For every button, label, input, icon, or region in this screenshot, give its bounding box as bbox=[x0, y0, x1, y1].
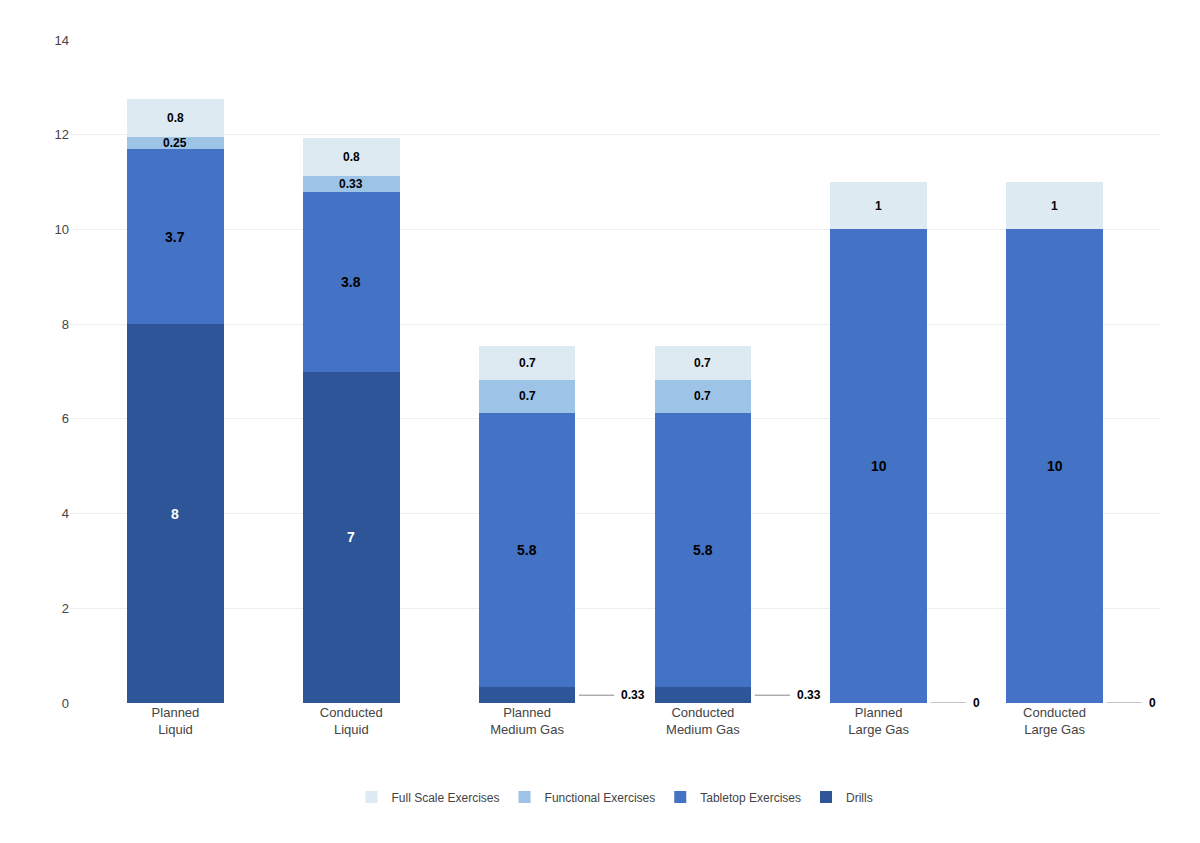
svg-text:ConductedMedium Gas: ConductedMedium Gas bbox=[666, 705, 740, 737]
svg-text:3.8: 3.8 bbox=[341, 274, 361, 290]
svg-text:0: 0 bbox=[62, 696, 69, 711]
svg-text:0.7: 0.7 bbox=[519, 389, 536, 403]
svg-text:0.8: 0.8 bbox=[167, 111, 184, 125]
svg-text:Functional Exercises: Functional Exercises bbox=[545, 791, 656, 805]
svg-text:Drills: Drills bbox=[846, 791, 873, 805]
svg-text:10: 10 bbox=[1047, 458, 1063, 474]
svg-text:5.8: 5.8 bbox=[517, 542, 537, 558]
svg-text:7: 7 bbox=[347, 529, 355, 545]
svg-text:0: 0 bbox=[973, 696, 980, 710]
svg-text:PlannedLarge Gas: PlannedLarge Gas bbox=[848, 705, 909, 737]
svg-text:6: 6 bbox=[62, 411, 69, 426]
svg-text:PlannedLiquid: PlannedLiquid bbox=[152, 705, 200, 737]
svg-text:0.33: 0.33 bbox=[797, 688, 821, 702]
svg-text:4: 4 bbox=[62, 506, 69, 521]
svg-text:8: 8 bbox=[62, 317, 69, 332]
svg-text:10: 10 bbox=[55, 222, 69, 237]
svg-text:14: 14 bbox=[55, 33, 69, 48]
svg-text:12: 12 bbox=[55, 127, 69, 142]
svg-text:0.7: 0.7 bbox=[694, 356, 711, 370]
svg-text:2: 2 bbox=[62, 601, 69, 616]
svg-text:Tabletop Exercises: Tabletop Exercises bbox=[700, 791, 801, 805]
svg-text:3.7: 3.7 bbox=[165, 229, 185, 245]
svg-text:0.7: 0.7 bbox=[519, 356, 536, 370]
svg-text:1: 1 bbox=[875, 199, 882, 213]
svg-text:Full Scale Exercises: Full Scale Exercises bbox=[392, 791, 500, 805]
svg-text:1: 1 bbox=[1051, 199, 1058, 213]
svg-text:0.7: 0.7 bbox=[694, 389, 711, 403]
svg-text:10: 10 bbox=[871, 458, 887, 474]
svg-text:ConductedLiquid: ConductedLiquid bbox=[320, 705, 383, 737]
svg-text:0.8: 0.8 bbox=[343, 150, 360, 164]
svg-text:0.33: 0.33 bbox=[339, 177, 363, 191]
svg-text:PlannedMedium Gas: PlannedMedium Gas bbox=[490, 705, 564, 737]
svg-text:0.25: 0.25 bbox=[163, 136, 187, 150]
svg-text:0: 0 bbox=[1149, 696, 1156, 710]
svg-text:ConductedLarge Gas: ConductedLarge Gas bbox=[1023, 705, 1086, 737]
svg-text:8: 8 bbox=[171, 506, 179, 522]
svg-text:5.8: 5.8 bbox=[693, 542, 713, 558]
svg-text:0.33: 0.33 bbox=[621, 688, 645, 702]
